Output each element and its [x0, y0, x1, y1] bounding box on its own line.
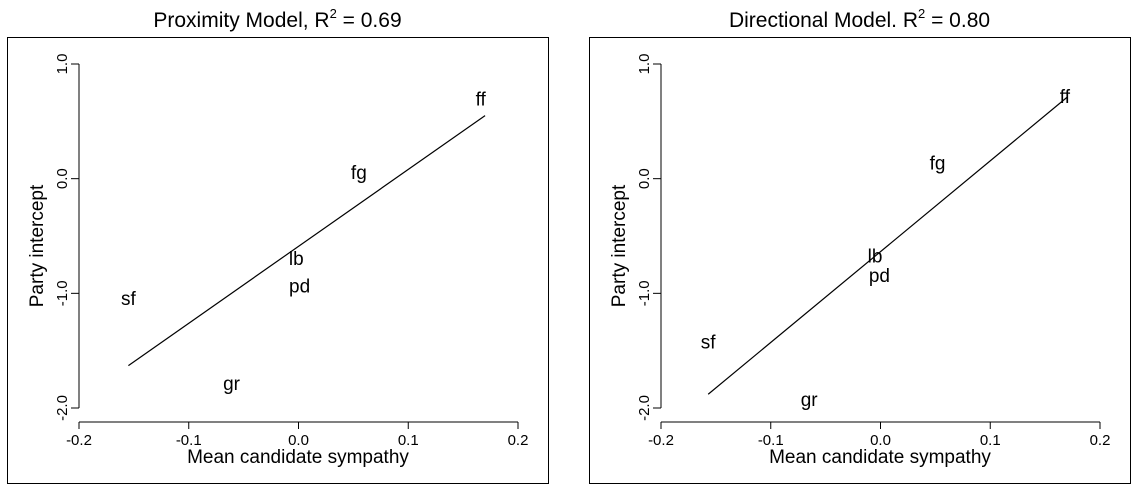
- proximity-model-chart: -2.0 -1.0 0.0 1.0 Party intercept -0.2 -0.1 0.0…: [7, 37, 549, 484]
- y-tick-label: -2.0: [636, 395, 653, 421]
- x-tick-label: 0.1: [398, 432, 419, 449]
- y-axis-label: Party intercept: [27, 184, 48, 307]
- point-label-sf: sf: [701, 332, 717, 353]
- x-axis-label: Mean candidate sympathy: [769, 447, 991, 468]
- point-label-fg: fg: [351, 163, 367, 184]
- fitted-line: [707, 96, 1068, 395]
- x-tick-label: -0.1: [758, 432, 784, 449]
- y-tick-label: -2.0: [54, 395, 71, 421]
- y-tick-label: 1.0: [636, 54, 653, 75]
- y-axis-label: Party intercept: [609, 184, 630, 307]
- x-tick-label: 0.2: [508, 432, 529, 449]
- y-tick-label: -1.0: [636, 280, 653, 306]
- point-label-ff: ff: [476, 89, 487, 110]
- point-label-lb: lb: [289, 249, 304, 270]
- point-label-gr: gr: [801, 390, 819, 411]
- x-tick-label: 0.0: [288, 432, 309, 449]
- directional-model-chart: -2.0 -1.0 0.0 1.0 Party intercept -0.2 -0.1 0.0…: [589, 37, 1131, 484]
- point-label-lb: lb: [868, 246, 883, 267]
- x-tick-label: -0.1: [176, 432, 202, 449]
- plot-frame: [7, 37, 549, 484]
- x-tick-label: 0.0: [870, 432, 891, 449]
- point-label-ff: ff: [1060, 87, 1071, 108]
- plot-frame: [589, 37, 1131, 484]
- point-label-gr: gr: [223, 374, 241, 395]
- point-label-fg: fg: [930, 154, 946, 175]
- proximity-model-panel: Proximity Model, R2 = 0.69 -2.0 -1.0 0.0 1.…: [0, 0, 555, 488]
- x-tick-label: 0.2: [1090, 432, 1111, 449]
- x-tick-label: -0.2: [648, 432, 674, 449]
- y-tick-label: 1.0: [54, 54, 71, 75]
- chart-title: Directional Model. R2 = 0.80: [728, 6, 991, 32]
- y-tick-label: -1.0: [54, 280, 71, 306]
- directional-model-panel: Directional Model. R2 = 0.80 -2.0 -1.0 0.0…: [582, 0, 1136, 488]
- point-label-sf: sf: [121, 289, 137, 310]
- point-label-pd: pd: [289, 276, 310, 297]
- y-tick-label: 0.0: [54, 168, 71, 189]
- x-tick-label: -0.2: [66, 432, 92, 449]
- y-tick-label: 0.0: [636, 168, 653, 189]
- x-axis-label: Mean candidate sympathy: [187, 447, 409, 468]
- x-tick-label: 0.1: [980, 432, 1001, 449]
- chart-title: Proximity Model, R2 = 0.69: [153, 6, 402, 32]
- point-label-pd: pd: [869, 266, 890, 287]
- fitted-line: [128, 115, 486, 367]
